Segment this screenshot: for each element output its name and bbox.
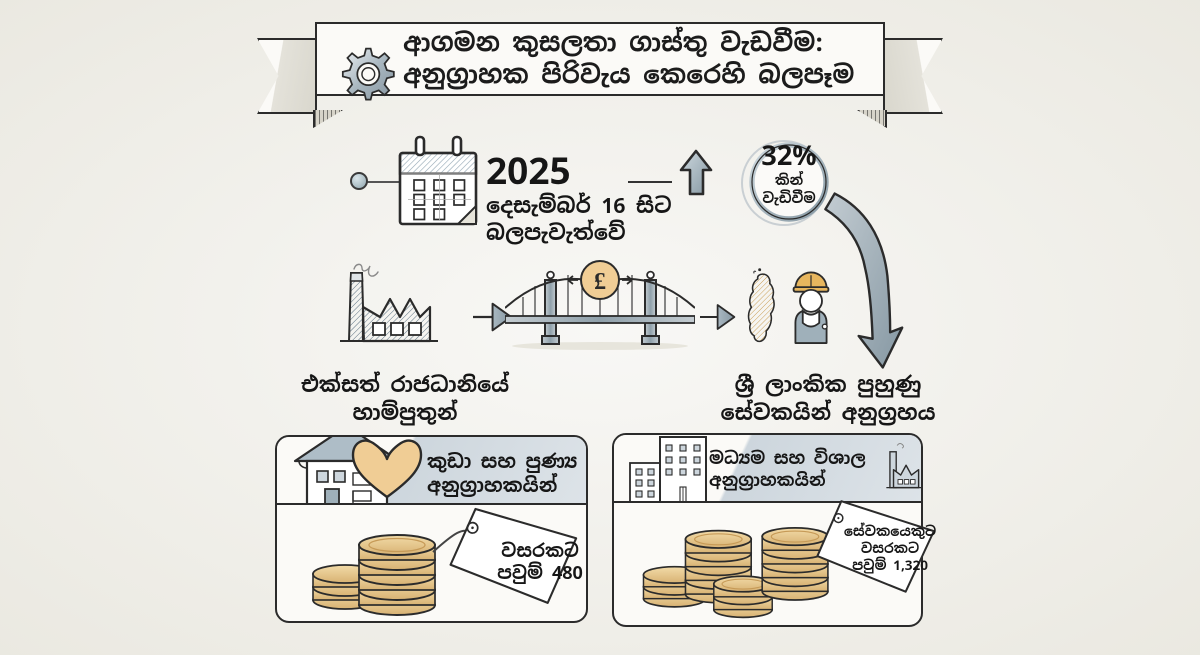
svg-text:£: £	[594, 269, 606, 295]
